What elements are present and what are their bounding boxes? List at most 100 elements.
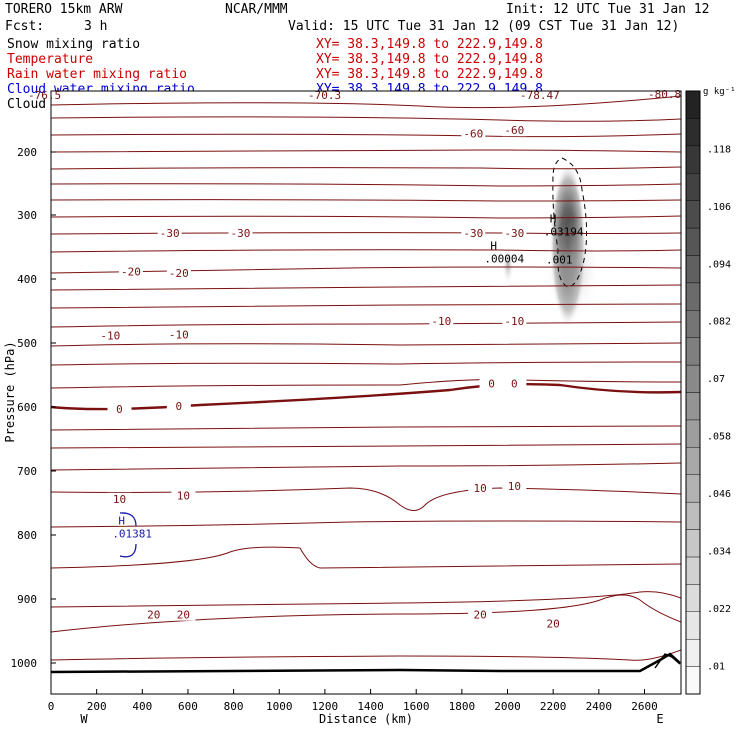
isotherm-line [51, 649, 681, 661]
colorbar-segment [685, 529, 701, 558]
isotherm-line [51, 594, 681, 633]
isotherm-label-bg [157, 227, 182, 240]
corner-label-mid: -70.3 [308, 89, 341, 102]
x-axis: 0 200 400 600 800 1000 1200 1400 1600 1800 2000 220… [48, 689, 658, 713]
x-tick-label: 0 [48, 700, 55, 713]
isotherm-label: -20 [121, 266, 141, 279]
isotherm-label: 20 [474, 609, 487, 622]
ice-contour-dashed [552, 157, 588, 288]
isotherm-line [51, 266, 681, 274]
x-tick-label: 1400 [357, 700, 384, 713]
colorbar-label: .082 [707, 317, 731, 328]
y-tick-label: 600 [17, 401, 37, 414]
field-name: Snow mixing ratio [7, 37, 140, 52]
y-tick-label: 400 [17, 273, 37, 286]
colorbar-label: .07 [707, 374, 725, 385]
y-tick-label: 500 [17, 337, 37, 350]
isotherm-label: -30 [504, 227, 524, 240]
init-time: Init: 12 UTC Tue 31 Jan 12 [506, 2, 710, 17]
west-label: W [80, 712, 88, 726]
x-tick-label: 2000 [494, 700, 521, 713]
isotherm-label-bg [502, 480, 527, 492]
isotherm-label: -30 [463, 227, 483, 240]
terrain-peak [654, 653, 681, 669]
isotherm-label: 20 [147, 609, 160, 622]
colorbar-label: .058 [707, 432, 731, 443]
isotherm-label-bg [228, 227, 253, 240]
y-tick-label: 200 [17, 146, 37, 159]
isotherm-line [51, 116, 681, 122]
colorbar-segment [685, 337, 701, 366]
y-tick-label: 800 [17, 529, 37, 542]
isotherm-label-bg [502, 227, 527, 240]
isotherm-line [51, 443, 681, 449]
isotherm-label: 0 [488, 378, 495, 391]
isotherm-label: -10 [504, 315, 524, 328]
isotherm-label-bg [171, 608, 196, 621]
isotherm-line [51, 166, 681, 170]
colorbar-segment [685, 666, 701, 695]
fcst-label: Fcst: [5, 19, 44, 34]
colorbar-units: g kg⁻¹ [703, 87, 736, 97]
colorbar-segment [685, 447, 701, 475]
east-label: E [656, 712, 663, 726]
isotherm-label-bg [107, 492, 132, 505]
y-axis: 200 300 400 500 600 700 800 900 1000 [11, 146, 56, 670]
isotherm-label: -60 [463, 127, 483, 140]
isotherm-label-bg [479, 377, 504, 390]
isotherm-line [51, 215, 681, 219]
colorbar-segment [685, 611, 701, 640]
plot-frame [50, 90, 682, 695]
field-xy: XY= 38.3,149.8 to 222.9,149.8 [316, 37, 543, 52]
colorbar: .01 .022 .034 .046 .058 .07 .082 .094 .106 .118 [685, 90, 731, 695]
colorbar-segment [685, 118, 701, 147]
colorbar-segment [685, 638, 701, 667]
isotherm-line [51, 303, 681, 309]
org-title: NCAR/MMM [225, 2, 288, 17]
colorbar-segment [685, 282, 701, 311]
x-tick-label: 1800 [449, 700, 476, 713]
extremum-marker: H [550, 213, 557, 226]
isotherm-label-bg [141, 608, 166, 621]
isotherm-line [51, 462, 681, 471]
isotherm-label: 10 [177, 490, 190, 503]
isotherm-line [51, 249, 681, 253]
extremum-value: .001 [546, 254, 573, 267]
colorbar-segment [685, 200, 701, 229]
colorbar-segment [685, 255, 701, 284]
isotherm-label-bg [98, 329, 123, 342]
isotherm-label: -20 [169, 267, 189, 280]
isotherm-label: -10 [431, 315, 451, 328]
colorbar-segment [685, 584, 701, 612]
colorbar-label: .094 [707, 259, 731, 270]
isotherm-label: -10 [169, 328, 189, 341]
isotherm-line [51, 361, 681, 366]
temperature-labels: -60 -60 -30 -30 -30 -30 -20 -20 -10 -10 -10 -10 0 0 0 0… [98, 124, 566, 631]
x-tick-label: 1000 [266, 700, 293, 713]
isotherm-label-bg [166, 328, 191, 341]
colorbar-label: .01 [707, 661, 725, 672]
y-tick-label: 1000 [11, 657, 38, 670]
isotherm-line [51, 321, 681, 328]
x-tick-label: 1600 [403, 700, 430, 713]
isotherm-label: 0 [176, 400, 183, 413]
isotherm-label-bg [107, 403, 132, 416]
isotherm-line [51, 591, 681, 608]
x-tick-label: 2600 [631, 700, 658, 713]
isotherm-label-bg [502, 377, 527, 390]
colorbar-segment [685, 310, 701, 338]
colorbar-segment [685, 90, 701, 119]
isotherm-label: 10 [508, 480, 521, 493]
colorbar-label: .118 [707, 144, 731, 155]
extremum-marker: H [490, 239, 497, 252]
temperature-isotherms [51, 95, 681, 661]
colorbar-label: .106 [707, 202, 731, 213]
isotherm-line [51, 546, 681, 569]
isotherm-label-bg [118, 265, 143, 278]
colorbar-segment [685, 364, 701, 393]
isotherm-label: -60 [504, 124, 524, 137]
isotherm-label-bg [171, 489, 196, 502]
field-xy: XY= 38.3,149.8 to 222.9,149.8 [316, 67, 543, 82]
